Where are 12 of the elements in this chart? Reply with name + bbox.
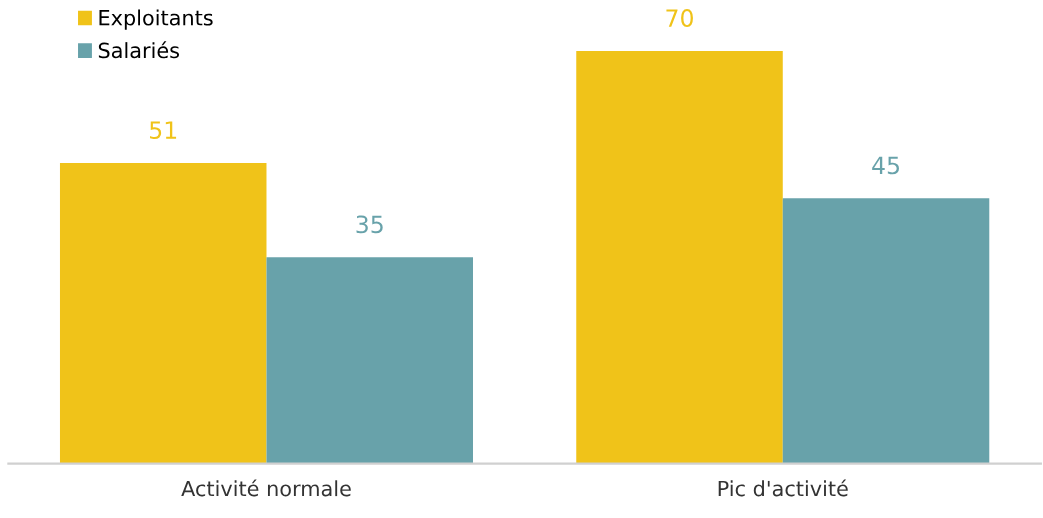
data-label: 70	[666, 9, 693, 27]
data-label: 51	[150, 121, 177, 139]
legend-label: Salariés	[98, 41, 180, 59]
bar	[576, 51, 783, 464]
x-tick-label: Pic d'activité	[718, 479, 848, 497]
x-tick-label: Activité normale	[181, 479, 351, 497]
bar	[266, 257, 473, 464]
data-label: 45	[872, 156, 899, 175]
bar	[782, 198, 990, 464]
bar	[59, 162, 267, 464]
data-label: 35	[356, 215, 383, 234]
legend-label: Exploitants	[99, 9, 213, 30]
